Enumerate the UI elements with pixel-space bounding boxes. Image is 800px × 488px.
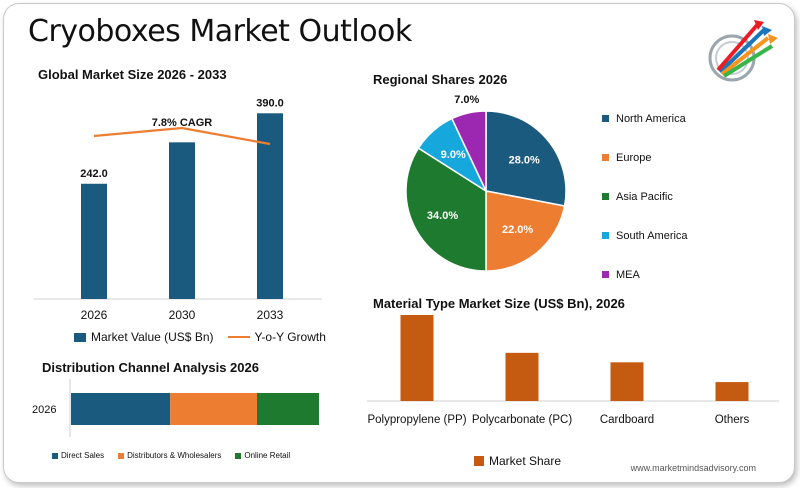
legend-swatch — [602, 232, 609, 239]
material-x-tick-label: Polypropylene (PP) — [367, 414, 466, 426]
regional-pie-chart: 28.0% 22.0% 34.0% 9.0% 7.0% — [405, 94, 567, 272]
material-x-tick-label: Others — [715, 414, 750, 426]
distribution-segment-distributors-wholesalers — [170, 393, 257, 425]
regional-legend: North America Europe Asia Pacific South Ame… — [602, 99, 688, 294]
market-size-title: Global Market Size 2026 - 2033 — [38, 67, 227, 82]
legend-label: Distributors & Wholesalers — [127, 451, 222, 460]
market-x-tick-label: 2033 — [257, 308, 284, 322]
distribution-legend-item: Online Retail — [235, 451, 290, 460]
distribution-legend-item: Direct Sales — [52, 451, 104, 460]
legend-swatch — [602, 115, 609, 122]
yoy-growth-line — [93, 126, 271, 146]
dashboard-card: Cryoboxes Market Outlook Global Market S… — [3, 3, 795, 483]
distribution-segment-direct-sales — [71, 393, 171, 425]
legend-material-label: Market Share — [489, 454, 562, 468]
legend-swatch — [602, 154, 609, 161]
regional-legend-item: Europe — [602, 138, 688, 177]
market-size-chart: 242.0 2026 2030 390.0 2033 7.8% CAGR — [34, 97, 322, 322]
regional-legend-item: MEA — [602, 255, 688, 294]
legend-swatch — [602, 271, 609, 278]
market-bar-2033 — [257, 113, 283, 300]
legend-material-swatch — [474, 456, 484, 466]
material-bar-1 — [505, 352, 539, 401]
legend-swatch — [118, 452, 125, 459]
material-x-tick-label: Cardboard — [600, 414, 654, 426]
legend-label: Direct Sales — [61, 451, 105, 460]
market-bar-value-label: 390.0 — [256, 97, 284, 109]
legend-label: North America — [616, 112, 686, 125]
pie-value-label: 9.0% — [441, 149, 466, 161]
regional-legend-item: Asia Pacific — [602, 177, 688, 216]
market-bar-value-label: 242.0 — [80, 168, 108, 180]
distribution-segment-online-retail — [257, 393, 319, 425]
market-x-tick-label: 2026 — [81, 308, 108, 322]
legend-swatch — [235, 452, 242, 459]
pie-value-label: 22.0% — [502, 224, 533, 236]
regional-title: Regional Shares 2026 — [373, 72, 508, 87]
legend-label: Europe — [616, 151, 652, 164]
distribution-chart: 2026 — [32, 379, 319, 437]
legend-swatch — [602, 193, 609, 200]
distribution-title: Distribution Channel Analysis 2026 — [42, 360, 259, 375]
legend-label: Online Retail — [244, 451, 291, 460]
legend-bar-label: Market Value (US$ Bn) — [91, 330, 214, 344]
market-size-legend: Market Value (US$ Bn) Y-o-Y Growth — [74, 330, 326, 344]
material-title: Material Type Market Size (US$ Bn), 2026 — [373, 296, 625, 311]
pie-value-label: 34.0% — [427, 210, 458, 222]
regional-legend-item: North America — [602, 99, 688, 138]
pie-slice-north-america — [485, 110, 567, 207]
material-bar-2 — [610, 362, 644, 401]
material-chart: Polypropylene (PP) Polycarbonate (PC) Card… — [367, 315, 779, 426]
footer-url: www.marketmindsadvisory.com — [630, 463, 756, 473]
market-bar-2030 — [169, 142, 195, 299]
distribution-y-tick-label: 2026 — [32, 404, 56, 416]
material-legend: Market Share — [474, 454, 561, 468]
pie-slice-mea — [450, 110, 487, 192]
market-x-tick-label: 2030 — [169, 308, 196, 322]
legend-label: Asia Pacific — [616, 190, 673, 203]
legend-swatch — [52, 452, 58, 459]
page-title: Cryoboxes Market Outlook — [28, 14, 412, 49]
logo-icon — [708, 20, 778, 82]
material-bar-3 — [715, 382, 749, 401]
cagr-annotation: 7.8% CAGR — [152, 117, 213, 129]
material-bar-0 — [400, 315, 434, 401]
material-x-tick-label: Polycarbonate (PC) — [472, 414, 573, 426]
legend-line-swatch — [227, 336, 250, 338]
pie-value-label: 28.0% — [509, 154, 540, 166]
legend-bar-swatch — [74, 332, 86, 342]
regional-legend-item: South America — [602, 216, 688, 255]
market-bar-2026 — [81, 183, 107, 299]
legend-label: South America — [616, 229, 688, 242]
legend-label: MEA — [616, 268, 640, 281]
distribution-legend: Direct Sales Distributors & Wholesalers On… — [52, 451, 304, 460]
pie-slice-europe — [485, 190, 566, 272]
distribution-legend-item: Distributors & Wholesalers — [118, 451, 221, 460]
legend-line-label: Y-o-Y Growth — [254, 330, 326, 344]
pie-value-label: 7.0% — [454, 94, 479, 106]
